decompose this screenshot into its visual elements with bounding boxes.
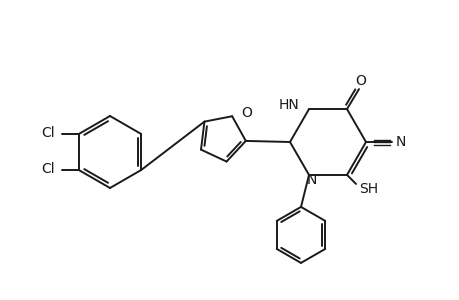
- Text: Cl: Cl: [41, 162, 55, 176]
- Text: O: O: [241, 106, 252, 120]
- Text: SH: SH: [358, 182, 378, 196]
- Text: N: N: [395, 135, 405, 149]
- Text: N: N: [306, 173, 317, 187]
- Text: Cl: Cl: [41, 126, 55, 140]
- Text: O: O: [355, 74, 366, 88]
- Text: HN: HN: [278, 98, 298, 112]
